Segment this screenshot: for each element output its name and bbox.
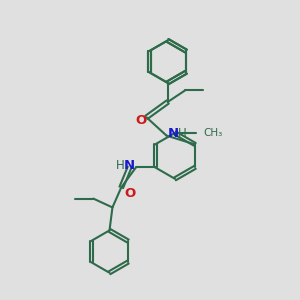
Text: H: H (116, 158, 125, 172)
Text: N: N (124, 158, 135, 172)
Text: CH₃: CH₃ (203, 128, 222, 138)
Text: O: O (136, 114, 147, 127)
Text: O: O (124, 187, 135, 200)
Text: N: N (167, 127, 178, 140)
Text: H: H (177, 127, 186, 140)
